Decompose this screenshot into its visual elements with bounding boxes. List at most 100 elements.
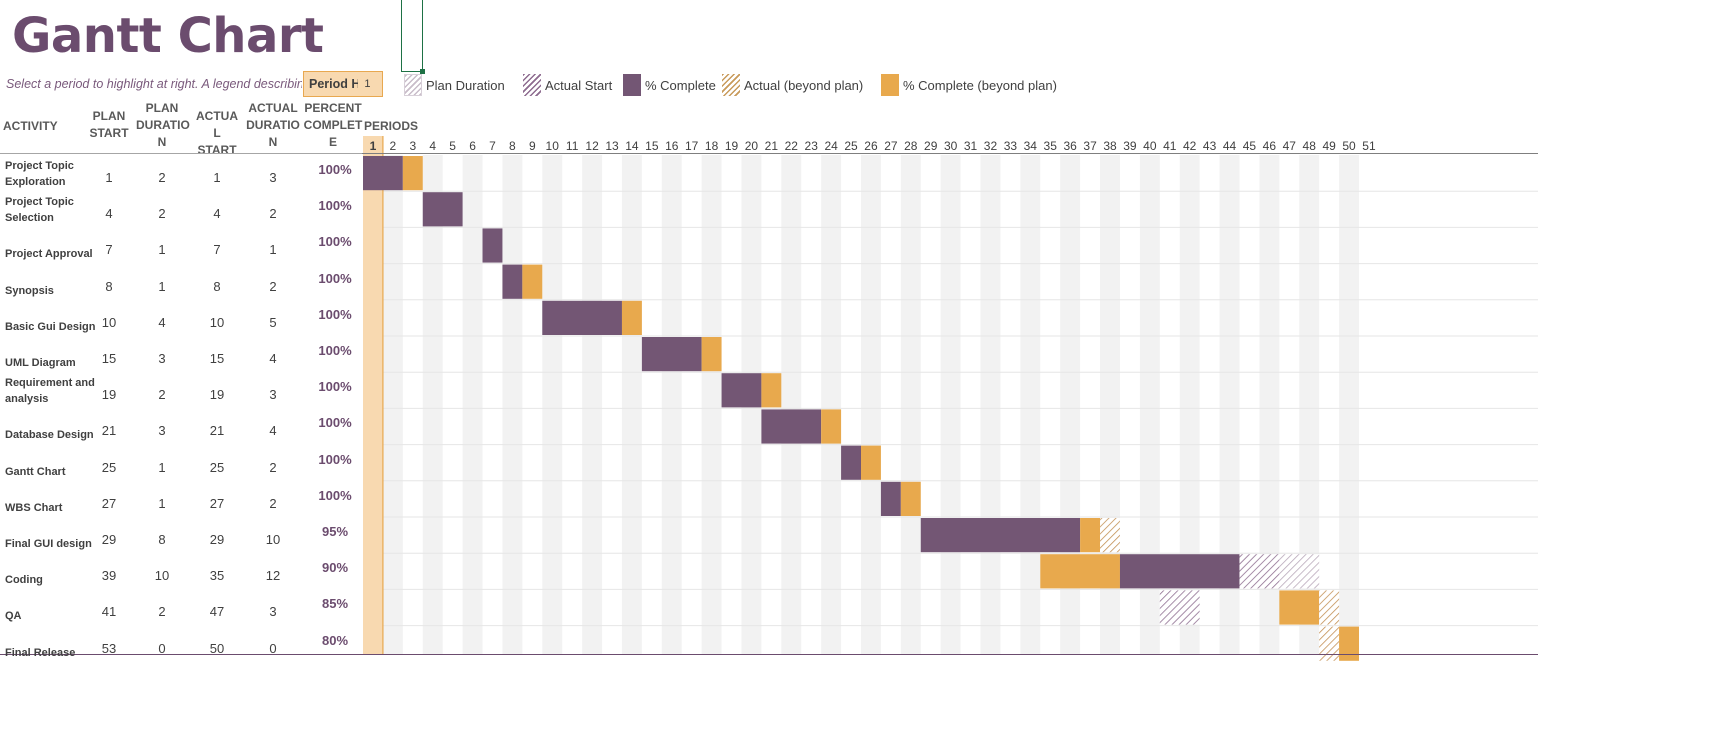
gantt-bar-beyond-hatch — [1319, 627, 1339, 661]
plan-start-cell: 41 — [89, 604, 129, 619]
period-tick-label: 11 — [566, 139, 579, 153]
actual-duration-cell: 5 — [253, 315, 293, 330]
period-tick-label: 17 — [685, 139, 699, 153]
gantt-bar-beyond-complete — [702, 337, 722, 371]
period-tick-label: 33 — [1004, 139, 1018, 153]
plan-start-cell: 27 — [89, 496, 129, 511]
percent-complete-cell: 100% — [307, 234, 363, 249]
period-column-shade — [1339, 155, 1359, 654]
plan-start-cell: 7 — [89, 242, 129, 257]
activity-name: WBS Chart — [5, 500, 97, 516]
gantt-bar-beyond-complete — [1040, 554, 1120, 588]
period-tick-label: 8 — [509, 139, 516, 153]
activity-name: Gantt Chart — [5, 464, 97, 480]
gantt-bar-actual-hatch — [1239, 554, 1279, 588]
activity-name: UML Diagram — [5, 355, 97, 371]
gantt-bar-beyond-hatch — [1319, 590, 1339, 624]
actual-start-cell: 47 — [197, 604, 237, 619]
actual-start-cell: 4 — [197, 206, 237, 221]
gantt-bar-complete — [502, 265, 522, 299]
period-column-shade — [781, 155, 801, 654]
gantt-bar-complete — [423, 192, 463, 226]
period-tick-label: 4 — [429, 139, 436, 153]
period-tick-label: 3 — [409, 139, 416, 153]
period-tick-label: 38 — [1103, 139, 1117, 153]
period-tick-label: 39 — [1123, 139, 1137, 153]
plan-start-cell: 39 — [89, 568, 129, 583]
period-column-shade — [383, 155, 403, 654]
gantt-bar-complete — [921, 518, 1080, 552]
period-tick-label: 19 — [725, 139, 739, 153]
period-tick-label: 36 — [1063, 139, 1077, 153]
gantt-bar-complete — [642, 337, 702, 371]
percent-complete-cell: 100% — [307, 343, 363, 358]
period-tick-label: 32 — [984, 139, 998, 153]
period-tick-label: 40 — [1143, 139, 1157, 153]
plan-duration-cell: 3 — [142, 351, 182, 366]
plan-duration-cell: 0 — [142, 641, 182, 656]
period-tick-label: 2 — [390, 139, 397, 153]
plan-duration-cell: 1 — [142, 279, 182, 294]
period-tick-label: 31 — [964, 139, 978, 153]
percent-complete-cell: 95% — [307, 524, 363, 539]
period-tick-label: 20 — [745, 139, 759, 153]
actual-start-cell: 7 — [197, 242, 237, 257]
actual-start-cell: 15 — [197, 351, 237, 366]
periods-top-rule — [362, 153, 1538, 154]
plan-duration-cell: 10 — [142, 568, 182, 583]
gantt-bar-beyond-complete — [1080, 518, 1100, 552]
plan-duration-cell: 8 — [142, 532, 182, 547]
gantt-bar-complete — [363, 156, 403, 190]
period-column-shade — [423, 155, 443, 654]
plan-duration-cell: 1 — [142, 496, 182, 511]
percent-complete-cell: 100% — [307, 307, 363, 322]
period-tick-label: 12 — [585, 139, 599, 153]
actual-duration-cell: 3 — [253, 170, 293, 185]
plan-start-cell: 21 — [89, 423, 129, 438]
activity-name: Requirement and analysis — [5, 375, 97, 407]
gantt-bar-beyond-complete — [901, 482, 921, 516]
period-tick-label: 37 — [1083, 139, 1097, 153]
plan-duration-cell: 2 — [142, 387, 182, 402]
period-tick-label: 1 — [370, 139, 377, 153]
plan-start-cell: 29 — [89, 532, 129, 547]
percent-complete-cell: 90% — [307, 560, 363, 575]
period-column-shade — [582, 155, 602, 654]
gantt-bar-beyond-complete — [622, 301, 642, 335]
period-tick-label: 23 — [805, 139, 819, 153]
period-column-shade — [821, 155, 841, 654]
gantt-bar-plan-hatch — [1279, 554, 1319, 588]
period-tick-label: 47 — [1283, 139, 1297, 153]
period-tick-label: 24 — [824, 139, 838, 153]
period-column-shade — [662, 155, 682, 654]
gantt-bar-complete — [841, 446, 861, 480]
actual-start-cell: 10 — [197, 315, 237, 330]
percent-complete-cell: 85% — [307, 596, 363, 611]
plan-duration-cell: 2 — [142, 604, 182, 619]
period-column-shade — [702, 155, 722, 654]
gantt-bar-beyond-complete — [821, 409, 841, 443]
actual-start-cell: 19 — [197, 387, 237, 402]
gantt-bar-complete — [542, 301, 622, 335]
plan-duration-cell: 3 — [142, 423, 182, 438]
period-tick-label: 25 — [844, 139, 858, 153]
activity-name: Final GUI design — [5, 536, 97, 552]
gantt-bar-beyond-complete — [1339, 627, 1359, 661]
period-tick-label: 10 — [546, 139, 560, 153]
plan-start-cell: 1 — [89, 170, 129, 185]
period-column-shade — [981, 155, 1001, 654]
actual-duration-cell: 0 — [253, 641, 293, 656]
period-column-shade — [542, 155, 562, 654]
actual-duration-cell: 2 — [253, 460, 293, 475]
period-tick-label: 51 — [1362, 139, 1376, 153]
period-tick-label: 50 — [1342, 139, 1356, 153]
period-column-shade — [901, 155, 921, 654]
period-tick-label: 29 — [924, 139, 938, 153]
actual-duration-cell: 2 — [253, 279, 293, 294]
period-tick-label: 49 — [1322, 139, 1336, 153]
activity-name: Project Topic Selection — [5, 194, 97, 226]
activity-name: Coding — [5, 572, 97, 588]
actual-duration-cell: 2 — [253, 496, 293, 511]
gantt-bar-complete — [722, 373, 762, 407]
